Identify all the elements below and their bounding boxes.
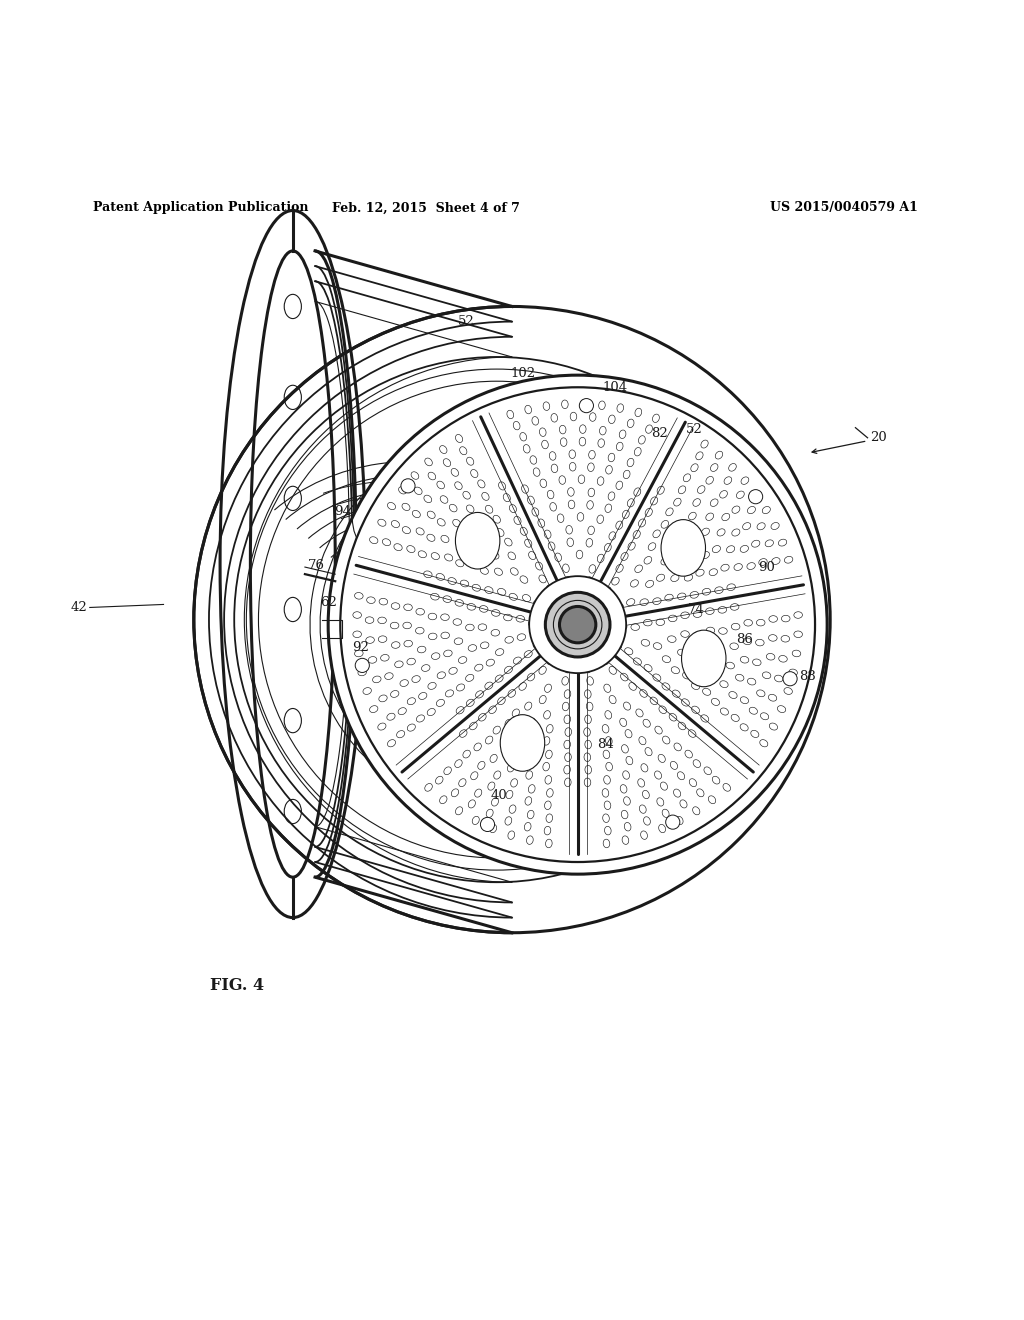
Circle shape — [546, 593, 610, 657]
Circle shape — [401, 479, 415, 492]
Text: 74: 74 — [688, 603, 705, 616]
Text: Patent Application Publication: Patent Application Publication — [93, 202, 308, 214]
Ellipse shape — [662, 520, 706, 577]
Circle shape — [783, 672, 797, 686]
Text: 90: 90 — [759, 561, 775, 574]
Ellipse shape — [501, 714, 545, 771]
Ellipse shape — [194, 306, 830, 933]
Ellipse shape — [682, 630, 726, 686]
Text: 52: 52 — [458, 315, 475, 329]
Text: 104: 104 — [603, 380, 628, 393]
Text: 42: 42 — [71, 601, 88, 614]
Circle shape — [480, 817, 495, 832]
Text: 88: 88 — [799, 669, 816, 682]
Ellipse shape — [456, 512, 500, 569]
Circle shape — [580, 399, 594, 413]
Text: 76: 76 — [308, 558, 325, 572]
Text: 102: 102 — [510, 367, 536, 380]
Ellipse shape — [340, 387, 815, 862]
Circle shape — [559, 606, 596, 643]
Text: 82: 82 — [651, 428, 668, 441]
Ellipse shape — [328, 375, 827, 874]
Circle shape — [749, 490, 763, 504]
Text: 84: 84 — [597, 738, 613, 751]
Circle shape — [355, 659, 370, 672]
Text: US 2015/0040579 A1: US 2015/0040579 A1 — [770, 202, 918, 214]
Text: 40: 40 — [490, 789, 507, 801]
Text: 86: 86 — [736, 634, 753, 647]
Text: 52: 52 — [686, 424, 702, 436]
Circle shape — [666, 814, 680, 829]
Circle shape — [529, 576, 626, 673]
Text: 62: 62 — [321, 595, 337, 609]
Text: 92: 92 — [352, 642, 370, 655]
Text: FIG. 4: FIG. 4 — [210, 977, 264, 994]
Text: 20: 20 — [870, 432, 888, 445]
Text: Feb. 12, 2015  Sheet 4 of 7: Feb. 12, 2015 Sheet 4 of 7 — [332, 202, 520, 214]
Text: 94: 94 — [334, 506, 351, 517]
